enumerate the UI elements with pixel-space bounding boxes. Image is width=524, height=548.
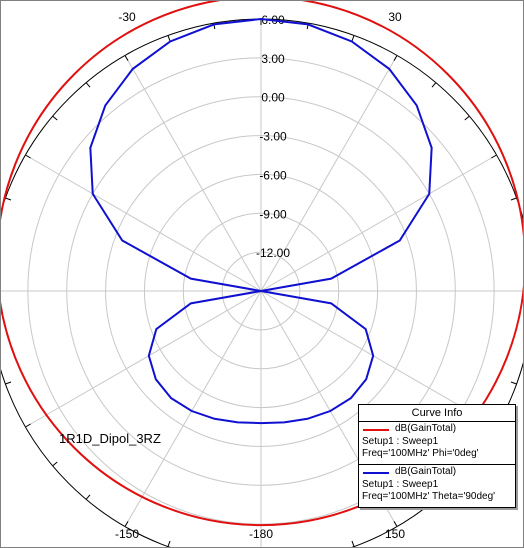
outer-tick [510,197,517,201]
curve-info-legend[interactable]: Curve Info dB(GainTotal) Setup1 : Sweep1… [358,404,516,508]
angle-tick-label: -30 [118,10,136,24]
angle-tick-label: -150 [115,527,139,541]
legend-series-name: dB(GainTotal) [395,466,457,477]
radial-tick-label: -3.00 [259,130,287,144]
radial-tick-label: -9.00 [259,207,287,221]
radial-tick-label: 0.00 [261,91,285,105]
legend-entry-red[interactable]: dB(GainTotal) Setup1 : Sweep1 Freq='100M… [359,422,515,465]
grid-spoke [260,55,398,292]
outer-tick [351,540,355,547]
legend-series-freq: Freq='100MHz' Theta='90deg' [362,491,496,502]
angle-tick-label: 150 [385,527,405,541]
outer-tick [5,197,12,201]
outer-tick [510,381,517,385]
outer-tick [124,55,129,61]
radial-tick-label: 3.00 [261,52,285,66]
grid-spoke [260,154,497,292]
outer-tick [52,461,58,467]
legend-series-freq: Freq='100MHz' Phi='0deg' [362,448,479,459]
outer-tick [25,154,31,159]
series-red-curve [1,1,523,527]
outer-tick [351,35,355,42]
angle-tick-label: -180 [249,527,273,541]
outer-tick [85,82,91,88]
grid-spoke [25,154,262,292]
grid-spoke [124,55,262,292]
outer-tick [5,381,12,385]
angle-tick-label: 30 [388,10,402,24]
outer-tick [85,494,91,500]
plot-annotation: 1R1D_Dipol_3RZ [59,431,161,446]
legend-series-setup: Setup1 : Sweep1 [362,479,439,490]
outer-tick [52,115,58,121]
radial-tick-label: -12.00 [256,246,290,260]
outer-tick [393,55,398,61]
legend-swatch-blue [363,472,389,474]
grid-spoke [124,290,262,527]
outer-tick [491,154,497,159]
radial-tick-label: -6.00 [259,168,287,182]
legend-series-setup: Setup1 : Sweep1 [362,436,439,447]
outer-tick [464,115,470,121]
outer-tick [431,82,437,88]
outer-tick [124,521,129,527]
legend-swatch-red [363,429,389,431]
legend-series-name: dB(GainTotal) [395,423,457,434]
outer-tick [167,35,171,42]
legend-entry-blue[interactable]: dB(GainTotal) Setup1 : Sweep1 Freq='100M… [359,465,515,507]
legend-title: Curve Info [359,405,515,422]
outer-tick [393,521,398,527]
outer-tick [167,540,171,547]
outer-tick [25,423,31,428]
series-blue-curve [89,17,433,425]
grid-spoke [25,290,262,428]
